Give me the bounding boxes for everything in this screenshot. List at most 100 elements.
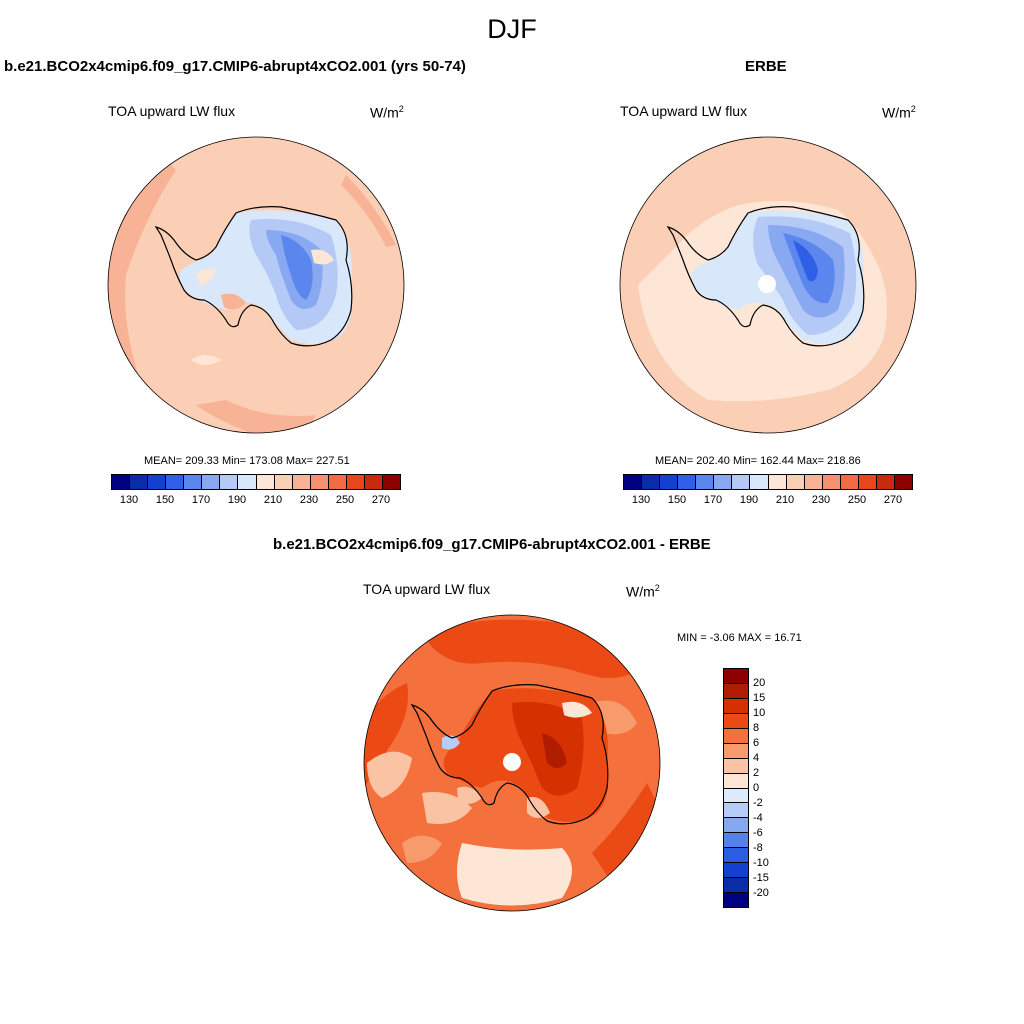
colorbar-tick-label: 210 [775,494,795,506]
colorbar-cell [724,863,748,879]
colorbar-cell [732,475,751,489]
colorbar-cell [310,475,329,489]
panel-1-colorbar-labels: 130 150 170 190 210 230 250 270 [111,494,399,508]
colorbar-cell [714,475,733,489]
panel-1-units: W/m2 [370,104,404,121]
colorbar-tick-label: 270 [883,494,903,506]
colorbar-cell [768,475,787,489]
panel-2-stats: MEAN= 202.40 Min= 162.44 Max= 218.86 [655,455,861,467]
panel-2-map [619,136,917,434]
colorbar-cell [678,475,697,489]
colorbar-cell [112,475,131,489]
colorbar-cell [166,475,185,489]
colorbar-tick-label: -10 [753,857,769,869]
colorbar-tick-label: -20 [753,887,769,899]
panel-3-title: b.e21.BCO2x4cmip6.f09_g17.CMIP6-abrupt4x… [273,536,711,553]
colorbar-cell [696,475,715,489]
colorbar-cell [786,475,805,489]
panel-2-units: W/m2 [882,104,916,121]
colorbar-cell [840,475,859,489]
colorbar-cell [804,475,823,489]
colorbar-tick-label: 0 [753,782,760,794]
colorbar-cell [750,475,769,489]
colorbar-cell [724,713,748,729]
colorbar-tick-label: 4 [753,752,760,764]
colorbar-cell [328,475,347,489]
colorbar-tick-label: 250 [847,494,867,506]
colorbar-tick-label: 250 [335,494,355,506]
panel-3-colorbar [723,668,749,908]
colorbar-tick-label: 230 [299,494,319,506]
colorbar-cell [642,475,661,489]
colorbar-tick-label: 130 [119,494,139,506]
colorbar-cell [256,475,275,489]
colorbar-tick-label: 8 [753,722,760,734]
colorbar-cell [130,475,149,489]
colorbar-cell [292,475,311,489]
colorbar-tick-label: 190 [227,494,247,506]
colorbar-cell [876,475,895,489]
colorbar-cell [220,475,239,489]
colorbar-tick-label: -8 [753,842,763,854]
figure-title: DJF [487,14,537,44]
colorbar-cell [822,475,841,489]
colorbar-tick-label: -15 [753,872,769,884]
colorbar-cell [382,475,400,489]
panel-2-title: ERBE [745,58,787,75]
colorbar-tick-label: 6 [753,737,760,749]
colorbar-tick-label: 20 [753,677,766,689]
colorbar-tick-label: 150 [667,494,687,506]
panel-3-stats: MIN = -3.06 MAX = 16.71 [677,632,802,644]
colorbar-cell [724,698,748,714]
colorbar-tick-label: 270 [371,494,391,506]
colorbar-cell [724,818,748,834]
colorbar-cell [238,475,257,489]
colorbar-tick-label: 170 [703,494,723,506]
panel-3-map [363,614,661,912]
colorbar-tick-label: 15 [753,692,766,704]
colorbar-cell [202,475,221,489]
panel-1-colorbar [111,474,401,490]
panel-1-map [107,136,405,434]
colorbar-cell [724,893,748,907]
colorbar-tick-label: 2 [753,767,760,779]
colorbar-cell [894,475,912,489]
colorbar-tick-label: 230 [811,494,831,506]
colorbar-cell [184,475,203,489]
colorbar-cell [724,848,748,864]
colorbar-cell [660,475,679,489]
colorbar-cell [148,475,167,489]
colorbar-cell [858,475,877,489]
colorbar-cell [346,475,365,489]
colorbar-cell [274,475,293,489]
colorbar-tick-label: 10 [753,707,766,719]
panel-3-colorbar-labels: 20 15 10 8 6 4 2 0 -2 -4 -6 -8 -10 -15 -… [753,668,793,906]
colorbar-tick-label: 170 [191,494,211,506]
panel-2-variable: TOA upward LW flux [620,103,748,119]
colorbar-tick-label: -2 [753,797,763,809]
colorbar-tick-label: 190 [739,494,759,506]
panel-1-title: b.e21.BCO2x4cmip6.f09_g17.CMIP6-abrupt4x… [4,58,466,75]
colorbar-cell [724,878,748,894]
colorbar-cell [724,833,748,849]
panel-2-colorbar [623,474,913,490]
colorbar-cell [724,788,748,804]
colorbar-cell [724,683,748,699]
panel-1-variable: TOA upward LW flux [108,103,236,119]
colorbar-tick-label: -4 [753,812,763,824]
colorbar-cell [724,803,748,819]
colorbar-cell [724,669,748,684]
colorbar-cell [724,728,748,744]
panel-3-units: W/m2 [626,583,660,600]
colorbar-tick-label: -6 [753,827,763,839]
colorbar-cell [724,773,748,789]
colorbar-cell [724,758,748,774]
panel-2-colorbar-labels: 130 150 170 190 210 230 250 270 [623,494,911,508]
panel-1-stats: MEAN= 209.33 Min= 173.08 Max= 227.51 [144,455,350,467]
colorbar-cell [624,475,643,489]
panel-3-variable: TOA upward LW flux [363,581,491,597]
colorbar-tick-label: 150 [155,494,175,506]
colorbar-cell [364,475,383,489]
colorbar-cell [724,743,748,759]
colorbar-tick-label: 210 [263,494,283,506]
